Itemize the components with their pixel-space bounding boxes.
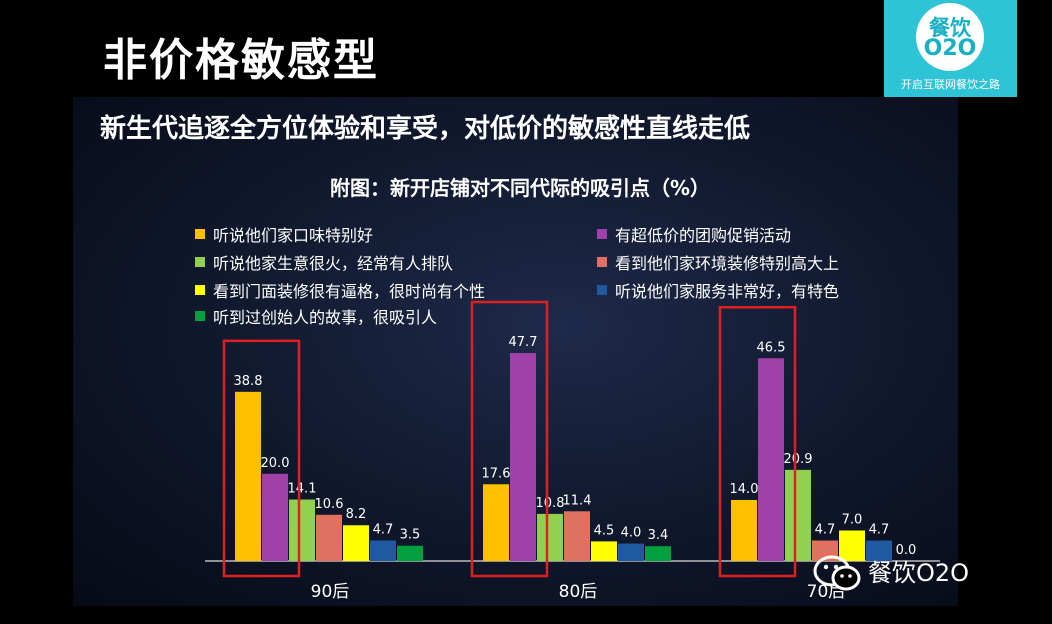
bar	[262, 473, 288, 561]
bar	[758, 358, 784, 561]
legend-label: 看到门面装修很有逼格，很时尚有个性	[213, 282, 486, 301]
data-label: 4.7	[815, 523, 836, 538]
logo: 餐饮 O2O 开启互联网餐饮之路	[884, 0, 1017, 97]
bar	[483, 484, 509, 561]
data-label: 0.0	[896, 543, 917, 558]
legend-label: 看到他们家环境装修特别高大上	[615, 254, 840, 273]
legend-item: 听说他们家口味特别好	[195, 222, 373, 246]
data-label: 20.9	[784, 452, 813, 467]
highlight-box	[718, 306, 797, 578]
bar	[645, 546, 671, 561]
data-label: 47.7	[509, 335, 538, 350]
data-label: 11.4	[563, 493, 592, 508]
data-label: 4.5	[594, 523, 615, 538]
data-label: 46.5	[757, 340, 786, 355]
data-label: 4.0	[621, 526, 642, 541]
legend-swatch	[195, 285, 205, 295]
logo-slogan: 开启互联网餐饮之路	[901, 78, 1000, 91]
data-label: 14.0	[730, 482, 759, 497]
bar	[564, 511, 590, 561]
legend-item: 有超低价的团购促销活动	[597, 222, 791, 246]
bar	[785, 469, 811, 561]
logo-circle	[916, 3, 984, 71]
data-label: 10.8	[536, 496, 565, 511]
chart-title: 附图：新开店铺对不同代际的吸引点（%）	[330, 176, 711, 200]
legend-swatch	[195, 229, 205, 239]
bar	[591, 541, 617, 561]
category-label: 90后	[311, 582, 350, 602]
data-label: 3.5	[400, 528, 421, 543]
bar	[510, 353, 536, 561]
legend-label: 听说他们家服务非常好，有特色	[615, 282, 840, 301]
bar	[316, 514, 342, 561]
data-label: 8.2	[346, 507, 367, 522]
legend-swatch	[597, 285, 607, 295]
wechat-icon	[813, 555, 861, 591]
data-label: 17.6	[482, 466, 511, 481]
data-label: 20.0	[261, 456, 290, 471]
bar	[289, 499, 315, 561]
highlight-box	[470, 300, 549, 578]
legend-item: 听到过创始人的故事，很吸引人	[195, 304, 437, 328]
data-label: 3.4	[648, 528, 669, 543]
page-title: 非价格敏感型	[103, 35, 379, 86]
bar	[731, 499, 757, 561]
legend-item: 看到门面装修很有逼格，很时尚有个性	[195, 278, 485, 302]
legend-item: 听说他们家服务非常好，有特色	[597, 278, 839, 302]
legend-label: 听到过创始人的故事，很吸引人	[213, 308, 438, 327]
bar	[866, 540, 892, 561]
legend-swatch	[195, 257, 205, 267]
logo-line2: O2O	[923, 36, 977, 61]
bar	[839, 530, 865, 561]
legend-item: 听说他家生意很火，经常有人排队	[195, 250, 453, 274]
data-label: 38.8	[234, 374, 263, 389]
bar	[343, 525, 369, 561]
legend-swatch	[597, 229, 607, 239]
bar	[370, 540, 396, 561]
legend-swatch	[195, 311, 205, 321]
legend-label: 听说他们家口味特别好	[213, 226, 374, 245]
legend-item: 看到他们家环境装修特别高大上	[597, 250, 839, 274]
data-label: 7.0	[842, 512, 863, 527]
bar	[537, 513, 563, 561]
legend-label: 听说他家生意很火，经常有人排队	[213, 254, 454, 273]
headline: 新生代追逐全方位体验和享受，对低价的敏感性直线走低	[100, 114, 751, 144]
data-label: 4.7	[373, 523, 394, 538]
category-label: 70后	[807, 582, 846, 602]
category-label: 80后	[559, 582, 598, 602]
bar	[235, 391, 261, 561]
legend-swatch	[597, 257, 607, 267]
bar	[618, 543, 644, 561]
data-label: 10.6	[315, 497, 344, 512]
logo-line1: 餐饮	[929, 16, 971, 40]
data-label: 14.1	[288, 482, 317, 497]
watermark-label: 餐饮O2O	[868, 559, 970, 587]
highlight-box	[222, 339, 301, 578]
legend-label: 有超低价的团购促销活动	[615, 226, 792, 245]
data-label: 4.7	[869, 523, 890, 538]
bar	[397, 545, 423, 561]
